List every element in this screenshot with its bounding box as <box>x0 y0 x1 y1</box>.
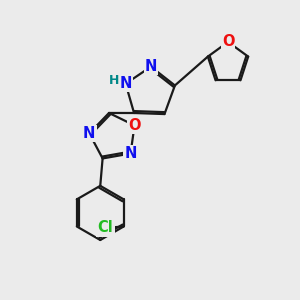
Text: O: O <box>222 34 234 50</box>
Text: O: O <box>128 118 141 133</box>
Text: Cl: Cl <box>98 220 113 236</box>
Text: N: N <box>124 146 137 161</box>
Text: N: N <box>119 76 132 91</box>
Text: N: N <box>83 126 95 141</box>
Text: N: N <box>145 59 157 74</box>
Text: H: H <box>109 74 120 87</box>
